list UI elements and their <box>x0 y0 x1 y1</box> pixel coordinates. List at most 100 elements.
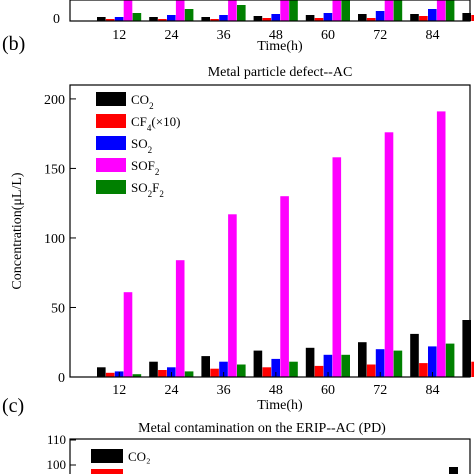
bottom-bar-co2 <box>449 467 458 474</box>
x-axis-label: Time(h) <box>257 398 303 413</box>
bar-co2-12h <box>97 367 106 377</box>
y-tick-label: 150 <box>44 162 65 177</box>
top-bar-cf410 <box>262 18 272 21</box>
top-bar-co2 <box>358 14 367 21</box>
top-bar-so2f2 <box>341 0 350 21</box>
y-axis-label: Concentration(μL/L) <box>10 172 25 289</box>
legend-swatch-cf410 <box>96 114 126 128</box>
bar-sof2-36h <box>228 214 237 377</box>
bar-cf410-12h <box>105 372 115 377</box>
top-x-tick-label: 36 <box>217 28 231 43</box>
main-x-ticks: 1224364860728496 <box>112 372 439 398</box>
top-x-ticks: 1224364860728496 <box>112 28 439 43</box>
bar-so2f2-72h <box>393 350 403 377</box>
bar-cf410-72h <box>366 364 376 377</box>
top-bar-sof2 <box>175 0 185 21</box>
top-bar-cf410 <box>210 19 219 21</box>
bar-so2-60h <box>323 354 333 377</box>
bottom-legend-swatch-cf4 <box>91 469 123 474</box>
top-bar-co2 <box>305 15 315 21</box>
top-bar-cf410 <box>366 18 376 21</box>
panel-c-label: (c) <box>2 395 24 417</box>
bar-so2f2-84h <box>445 343 455 377</box>
top-x-tick-label: 60 <box>321 28 335 43</box>
top-bar-sof2 <box>280 0 289 21</box>
legend: CO2 CF4(×10) SO2 SOF2 SO2F2 <box>96 92 180 199</box>
top-bar-cf410 <box>419 16 428 21</box>
top-bar-so2f2 <box>289 0 298 21</box>
bottom-legend-swatch-co2 <box>91 449 123 463</box>
top-bar-cf410 <box>314 18 324 21</box>
bar-so2f2-24h <box>184 371 194 377</box>
y-tick-label: 200 <box>44 93 65 108</box>
top-bar-so2 <box>428 9 437 21</box>
bar-so2-48h <box>271 358 280 377</box>
bottom-panel-frame <box>69 438 471 474</box>
bottom-panel: 110 100 CO₂ <box>47 432 471 474</box>
legend-swatch-so2 <box>96 136 126 150</box>
top-bar-sof2 <box>228 0 237 21</box>
top-bar-sof2 <box>384 0 394 21</box>
x-tick-label: 48 <box>269 383 283 398</box>
top-bar-so2 <box>271 14 280 21</box>
bar-sof2-60h <box>332 157 342 377</box>
bar-cf410-48h <box>262 367 272 377</box>
bar-so2f2-36h <box>237 364 246 377</box>
main-bars <box>97 111 474 378</box>
x-tick-label: 72 <box>373 383 387 398</box>
top-bar-so2f2 <box>132 13 142 21</box>
y-tick-label: 50 <box>51 301 65 316</box>
bottom-y-tick-label: 100 <box>47 457 67 472</box>
bar-co2-96h <box>462 320 471 377</box>
top-bar-cf410 <box>471 15 474 21</box>
top-x-axis-label: Time(h) <box>257 39 303 54</box>
top-bar-so2 <box>167 15 176 21</box>
bottom-legend-label-co2: CO₂ <box>128 449 151 464</box>
top-bar-co2 <box>201 17 210 21</box>
bar-so2f2-12h <box>132 374 142 377</box>
main-plot-frame <box>69 84 471 378</box>
bar-cf410-60h <box>314 365 324 377</box>
bar-so2f2-48h <box>289 361 298 377</box>
bar-so2f2-60h <box>341 354 350 377</box>
bottom-chart-title: Metal contamination on the ERIP--AC (PD) <box>138 421 386 436</box>
bar-cf410-36h <box>210 368 219 377</box>
x-tick-label: 36 <box>217 383 231 398</box>
legend-swatch-so2f2 <box>96 180 126 194</box>
top-x-tick-label: 84 <box>425 28 439 43</box>
top-x-tick-label: 12 <box>112 28 126 43</box>
bottom-y-tick-label: 110 <box>47 432 66 447</box>
bar-co2-48h <box>253 350 263 377</box>
bar-cf410-84h <box>419 363 428 377</box>
top-bar-co2 <box>462 13 471 21</box>
top-bar-co2 <box>410 14 419 21</box>
top-bar-so2f2 <box>184 9 194 21</box>
legend-swatch-sof2 <box>96 158 126 172</box>
top-bar-so2f2 <box>237 5 246 21</box>
x-tick-label: 84 <box>425 383 439 398</box>
legend-label-cf410: CF4(×10) <box>131 114 180 133</box>
bar-co2-36h <box>201 356 210 377</box>
top-bar-so2 <box>219 15 228 21</box>
top-bar-so2f2 <box>393 0 403 21</box>
bar-sof2-24h <box>175 260 185 377</box>
legend-swatch-co2 <box>96 92 126 106</box>
bar-so2-84h <box>428 346 437 377</box>
legend-label-sof2: SOF2 <box>131 158 159 177</box>
top-bar-sof2 <box>436 0 446 21</box>
bar-sof2-84h <box>436 111 446 378</box>
legend-label-so2: SO2 <box>131 136 152 155</box>
bar-co2-84h <box>410 333 419 377</box>
main-y-ticks: 0 50 100 150 200 <box>44 93 76 386</box>
chart-title: Metal particle defect--AC <box>208 65 353 80</box>
top-bar-so2 <box>114 17 124 21</box>
bar-so2-36h <box>219 361 228 377</box>
top-bar-co2 <box>97 17 106 21</box>
x-tick-label: 24 <box>164 383 178 398</box>
top-x-tick-label: 72 <box>373 28 387 43</box>
bar-cf410-96h <box>471 361 474 377</box>
top-panel: 0 1224364860728496 Time(h) <box>53 0 474 54</box>
top-bar-co2 <box>253 16 263 21</box>
